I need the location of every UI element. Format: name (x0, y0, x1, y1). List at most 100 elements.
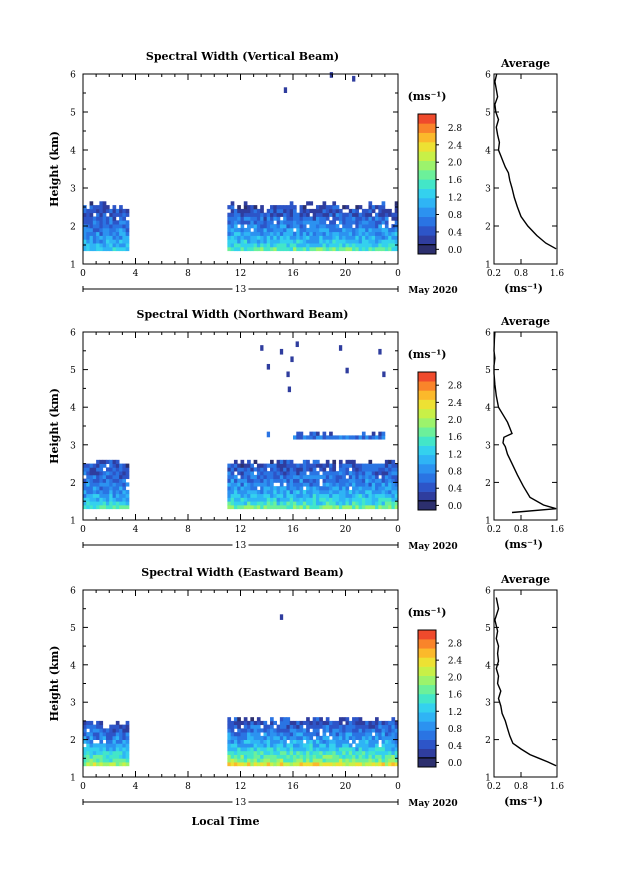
heatmap-cell (115, 732, 120, 737)
heatmap-cell (96, 478, 100, 483)
profile-y-tick-label: 3 (485, 699, 491, 709)
heatmap-cell (306, 739, 310, 744)
heatmap-cell (227, 212, 232, 217)
heatmap-cell (276, 743, 281, 748)
heatmap-cell (345, 239, 350, 244)
heatmap-cell (102, 732, 107, 737)
heatmap-cell (368, 459, 373, 464)
heatmap-cell (345, 504, 350, 510)
heatmap-cell (342, 224, 346, 229)
heatmap-cell (312, 471, 317, 476)
heatmap-cell (293, 489, 297, 495)
heatmap-cell (230, 493, 235, 498)
heatmap-cell (332, 732, 337, 737)
heatmap-cell (260, 345, 264, 351)
heatmap-cell (92, 239, 97, 244)
heatmap-cell (102, 235, 107, 240)
heatmap-cell (352, 220, 356, 225)
heatmap-cell (283, 720, 287, 726)
heatmap-cell (230, 724, 235, 729)
heatmap-cell (391, 758, 396, 763)
heatmap-cell (289, 493, 294, 498)
heatmap-cell (293, 728, 297, 733)
heatmap-cell (86, 220, 90, 225)
heatmap-cell (237, 754, 241, 759)
heatmap-cell (371, 486, 376, 491)
heatmap-cell (266, 231, 271, 236)
heatmap-cell (240, 224, 245, 229)
colorbar-tick-label: 0.4 (448, 742, 463, 752)
heatmap-cell (96, 224, 100, 229)
heatmap-cell (368, 504, 373, 510)
heatmap-cell (293, 750, 297, 755)
heatmap-cell (355, 463, 360, 468)
heatmap-cell (86, 216, 90, 221)
heatmap-cell (89, 504, 94, 510)
heatmap-cell (122, 474, 127, 480)
heatmap-cell (365, 493, 369, 498)
heatmap-cell (296, 231, 300, 236)
heatmap-cell (306, 728, 310, 733)
heatmap-cell (273, 758, 277, 763)
heatmap-cell (378, 747, 382, 752)
heatmap-cell (276, 235, 281, 240)
heatmap-cell (276, 754, 281, 759)
heatmap-cell (299, 220, 304, 225)
heatmap-cell (394, 493, 399, 498)
heatmap-cell (96, 235, 100, 240)
heatmap-cell (378, 348, 382, 355)
heatmap-cell (352, 501, 356, 506)
heatmap-cell (115, 743, 120, 748)
heatmap-cell (83, 212, 87, 217)
heatmap-cell (256, 735, 261, 740)
heatmap-cell (276, 231, 281, 236)
profile-x-label: (ms⁻¹) (504, 282, 543, 295)
y-tick-label: 3 (70, 185, 76, 195)
heatmap-cell (105, 732, 110, 737)
heatmap-cell (243, 750, 248, 755)
heatmap-cell (115, 235, 120, 240)
heatmap-cell (322, 471, 327, 476)
heatmap-cell (266, 739, 271, 744)
heatmap-cell (247, 504, 251, 510)
heatmap-cell (352, 497, 356, 502)
heatmap-cell (315, 758, 320, 763)
heatmap-cell (109, 467, 113, 472)
heatmap-cell (358, 717, 363, 722)
heatmap-cell (312, 724, 317, 729)
heatmap-cell (115, 739, 120, 744)
heatmap-cell (345, 735, 350, 740)
heatmap-cell (335, 762, 340, 767)
heatmap-cell (355, 728, 360, 733)
heatmap-cell (247, 501, 251, 506)
heatmap-cell (273, 227, 277, 233)
heatmap-cell (348, 216, 353, 221)
heatmap-cell (325, 235, 330, 240)
heatmap-cell (105, 205, 110, 210)
heatmap-cell (384, 728, 389, 733)
heatmap-cell (276, 758, 281, 763)
heatmap-cell (361, 216, 366, 221)
heatmap-cell (361, 728, 366, 733)
heatmap-cell (332, 205, 337, 210)
heatmap-cell (335, 747, 340, 752)
heatmap-cell (250, 728, 255, 733)
heatmap-cell (394, 497, 399, 502)
heatmap-cell (302, 467, 307, 472)
heatmap-cell (286, 478, 291, 483)
heatmap-cell (233, 478, 238, 483)
heatmap-cell (256, 246, 261, 252)
heatmap-cell (368, 474, 373, 480)
heatmap-cell (342, 216, 346, 221)
heatmap-cell (260, 220, 264, 225)
heatmap-cell (99, 501, 104, 506)
heatmap-cell (322, 243, 327, 248)
heatmap-cell (358, 471, 363, 476)
heatmap-cell (260, 208, 264, 214)
heatmap-cell (345, 739, 350, 744)
heatmap-cell (325, 478, 330, 483)
heatmap-cell (233, 459, 238, 464)
heatmap-cell (375, 435, 379, 440)
heatmap-cell (286, 497, 291, 502)
heatmap-cell (296, 501, 300, 506)
